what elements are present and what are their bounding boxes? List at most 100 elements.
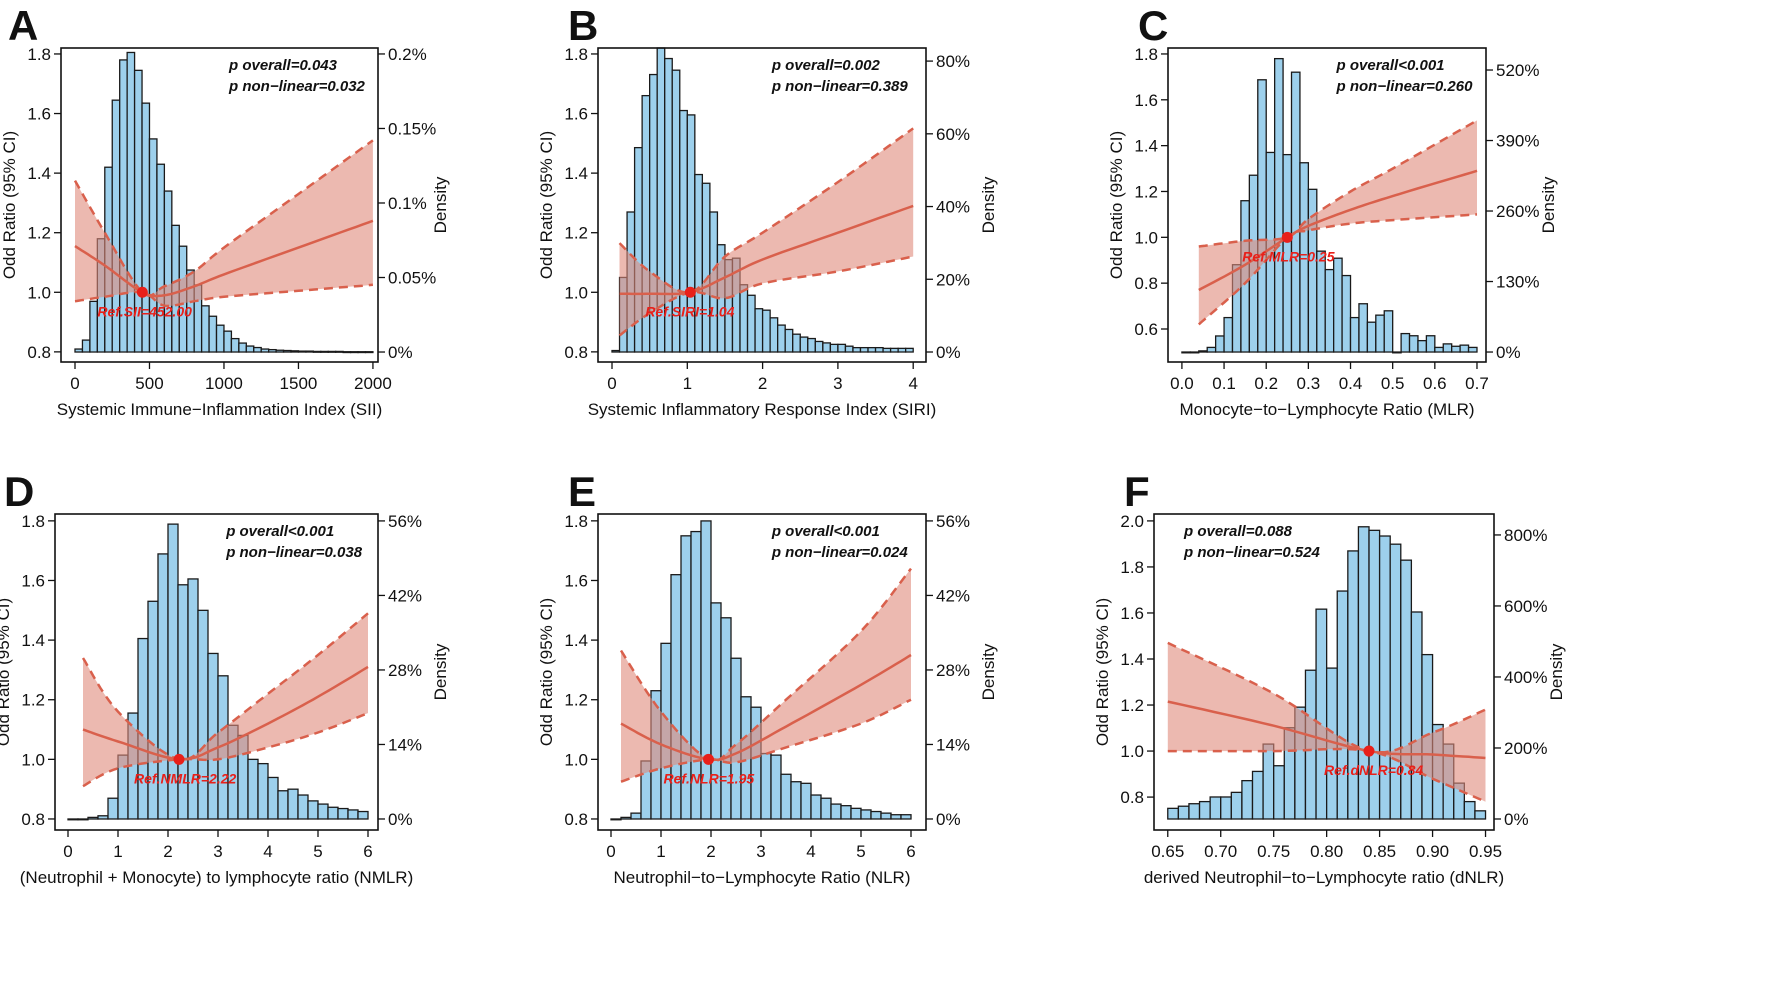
histogram-bar [1336,590,1349,820]
histogram-bar [245,345,255,353]
x-tick-label: 3 [213,842,222,861]
y2-tick-label: 0% [1496,343,1521,362]
x-axis-label: Systemic Inflammatory Response Index (SI… [588,400,937,419]
histogram-bar [1392,351,1402,354]
y-tick-label: 1.6 [564,571,588,590]
y2-tick-label: 42% [388,586,422,605]
histogram-bar [761,309,771,353]
x-tick-label: 2000 [354,374,392,393]
histogram-bar [223,330,233,353]
y2-tick-label: 20% [936,270,970,289]
y2-tick-label: 0.2% [388,45,427,64]
p-nonlinear: p non−linear=0.038 [225,544,363,561]
plot-frame [54,513,379,831]
p-overall: p overall<0.001 [771,523,880,540]
histogram-bar [1349,316,1360,353]
x-tick-label: 0.65 [1151,842,1184,861]
y-tick-label: 1.4 [27,164,51,183]
y2-axis-label: Density [979,176,998,233]
y2-tick-label: 260% [1496,202,1539,221]
x-axis-label: Systemic Immune−Inflammation Index (SII) [57,400,382,419]
histogram-bar [1177,805,1190,820]
histogram-bar [792,333,801,353]
histogram-bar [200,305,210,353]
reference-label: Ref.MLR=0.25 [1242,248,1334,264]
histogram-bar [1262,743,1275,820]
y-axis-label: Odd Ratio (95% CI) [0,131,19,279]
histogram-bar [900,814,912,820]
y2-tick-label: 0% [936,810,961,829]
histogram-bar [694,173,704,353]
histogram-bar [277,790,289,820]
x-tick-label: 4 [806,842,815,861]
y2-axis-label: Density [1539,176,1558,233]
y2-tick-label: 0% [1504,810,1529,829]
y2-axis-label: Density [431,643,450,700]
p-overall: p overall<0.001 [225,523,334,540]
histogram-bar [1257,79,1267,353]
x-tick-label: 500 [135,374,163,393]
x-tick-label: 0.4 [1339,374,1363,393]
histogram-bar [1459,344,1470,353]
y2-tick-label: 0% [388,810,413,829]
panel-e: E Ref.NLR=1.95 0 1 2 3 4 5 6 Neutrophil−to−Lympho… [537,468,998,887]
y2-tick-label: 0% [936,343,961,362]
y2-tick-label: 0.05% [388,269,436,288]
x-tick-label: 5 [313,842,322,861]
x-tick-label: 0.75 [1257,842,1290,861]
histogram-bar [800,782,812,820]
histogram-bar [852,346,862,353]
y-tick-label: 1.4 [564,164,588,183]
x-tick-label: 0.5 [1381,374,1405,393]
y-tick-label: 0.8 [564,810,588,829]
y-tick-label: 1.0 [27,283,51,302]
histogram-bar [710,602,722,820]
histogram-bar [1198,800,1211,820]
y2-tick-label: 14% [388,735,422,754]
histogram-bar [1198,350,1208,353]
histogram-bar [739,284,749,353]
histogram-bar [1241,779,1254,820]
odds-ratio-line [619,204,914,296]
y-tick-label: 1.6 [27,105,51,124]
histogram-bar [260,348,270,353]
y-tick-label: 0.8 [564,343,588,362]
y2-tick-label: 56% [388,512,422,531]
histogram-bar [238,342,247,353]
histogram-bar [790,781,802,820]
histogram-bar [1375,314,1385,353]
p-nonlinear: p non−linear=0.024 [771,544,909,561]
histogram-bar [297,350,307,353]
histogram-bar [770,754,782,820]
histogram-bar [89,300,98,353]
reference-point [136,286,148,298]
y2-axis-label: Density [431,176,450,233]
plot-frame [1167,47,1487,363]
histogram-bar [1425,335,1436,353]
y-tick-label: 1.2 [21,691,45,710]
x-tick-label: 1500 [280,374,318,393]
x-tick-label: 0 [70,374,79,393]
histogram-bar [349,351,359,354]
panel-f: F Ref.dNLR=0.84 0.65 0.70 0.75 0.80 0.85 0.90 0.… [1093,468,1566,887]
histogram-bar [347,809,359,820]
y-axis-label: Odd Ratio (95% CI) [1107,131,1126,279]
histogram-bar [814,340,824,353]
x-tick-label: 0.85 [1363,842,1396,861]
y-tick-label: 1.6 [564,105,588,124]
reference-point [173,753,185,765]
y-tick-label: 1.4 [1120,650,1144,669]
p-nonlinear: p non−linear=0.260 [1336,78,1474,95]
histogram-bar [1290,71,1301,353]
histogram-bar [1206,346,1217,353]
histogram-bar [1189,351,1200,354]
histogram-bar [820,797,832,820]
x-tick-label: 3 [756,842,765,861]
reference-point [1363,745,1375,757]
y-tick-label: 1.8 [1134,45,1158,64]
histogram-bar [1315,608,1328,820]
y2-tick-label: 40% [936,198,970,217]
y-tick-label: 1.8 [27,45,51,64]
reference-label: Ref.SIRI=1.04 [645,303,734,319]
plot-frame [60,47,379,363]
